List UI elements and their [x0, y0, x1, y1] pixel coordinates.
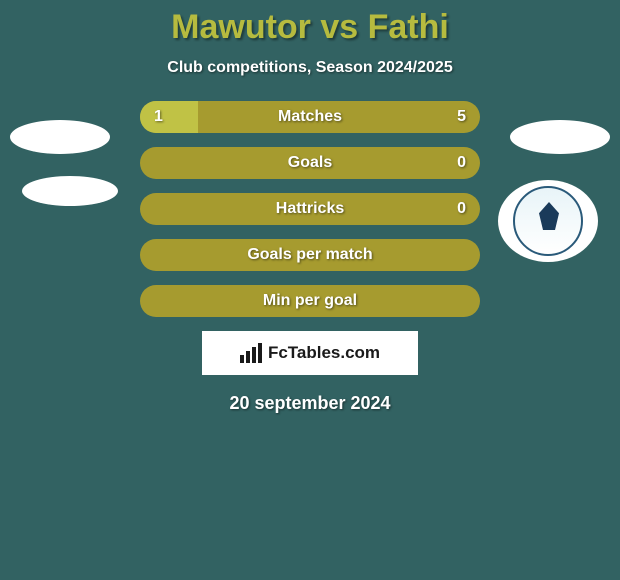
comparison-widget: Mawutor vs Fathi Club competitions, Seas…	[0, 0, 620, 414]
stat-label: Goals per match	[247, 246, 372, 264]
stat-row-min-per-goal: Min per goal	[140, 285, 480, 317]
stat-label: Goals	[288, 154, 332, 172]
stat-label: Min per goal	[263, 292, 357, 310]
player-left-avatar-placeholder-2	[22, 176, 118, 206]
stat-row-hattricks: Hattricks 0	[140, 193, 480, 225]
attribution-text: FcTables.com	[268, 343, 380, 363]
stats-table: 1 Matches 5 Goals 0 Hattricks 0 Goals pe…	[140, 101, 480, 317]
stat-row-goals-per-match: Goals per match	[140, 239, 480, 271]
stat-label: Hattricks	[276, 200, 344, 218]
stat-right-value: 0	[457, 200, 466, 218]
page-title: Mawutor vs Fathi	[0, 8, 620, 47]
attribution-banner[interactable]: FcTables.com	[202, 331, 418, 375]
stat-row-goals: Goals 0	[140, 147, 480, 179]
stat-left-value: 1	[154, 108, 163, 126]
club-logo-icon	[513, 186, 583, 256]
bar-chart-icon	[240, 343, 262, 363]
stat-right-value: 5	[457, 108, 466, 126]
stat-label: Matches	[278, 108, 342, 126]
player-left-avatar-placeholder-1	[10, 120, 110, 154]
player-right-club-badge	[498, 180, 598, 262]
date-text: 20 september 2024	[0, 393, 620, 414]
stat-fill	[140, 101, 198, 133]
subtitle: Club competitions, Season 2024/2025	[0, 59, 620, 77]
stat-right-value: 0	[457, 154, 466, 172]
stat-row-matches: 1 Matches 5	[140, 101, 480, 133]
player-right-avatar-placeholder	[510, 120, 610, 154]
